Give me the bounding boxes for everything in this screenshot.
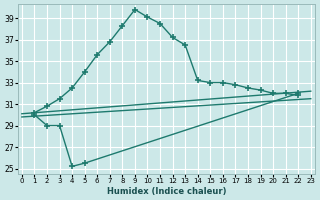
X-axis label: Humidex (Indice chaleur): Humidex (Indice chaleur) <box>107 187 226 196</box>
